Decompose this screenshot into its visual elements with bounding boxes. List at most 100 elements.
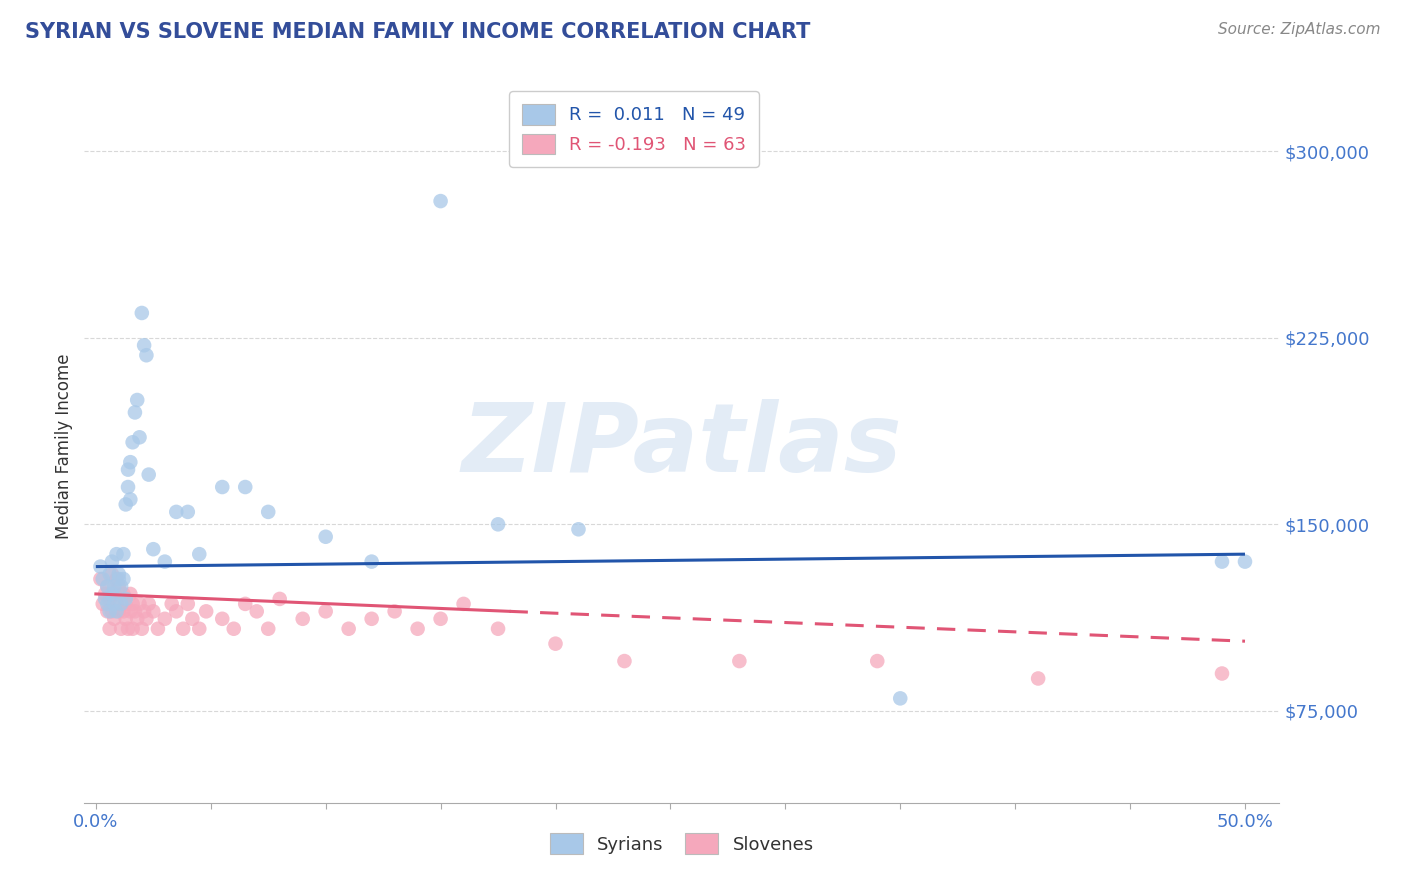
Point bbox=[233, 597, 256, 611]
Point bbox=[101, 555, 124, 569]
Point bbox=[211, 612, 233, 626]
Point bbox=[222, 622, 245, 636]
Point bbox=[120, 604, 142, 618]
Point bbox=[181, 612, 204, 626]
Point bbox=[138, 467, 160, 482]
Point bbox=[96, 597, 118, 611]
Point bbox=[195, 604, 218, 618]
Point bbox=[91, 572, 114, 586]
Point bbox=[153, 555, 176, 569]
Point bbox=[337, 622, 360, 636]
Y-axis label: Median Family Income: Median Family Income bbox=[55, 353, 73, 539]
Point bbox=[429, 612, 451, 626]
Point bbox=[544, 637, 567, 651]
Point bbox=[188, 622, 211, 636]
Text: Source: ZipAtlas.com: Source: ZipAtlas.com bbox=[1218, 22, 1381, 37]
Point bbox=[117, 462, 139, 476]
Point bbox=[94, 587, 117, 601]
Point bbox=[177, 597, 200, 611]
Point bbox=[613, 654, 636, 668]
Text: SYRIAN VS SLOVENE MEDIAN FAMILY INCOME CORRELATION CHART: SYRIAN VS SLOVENE MEDIAN FAMILY INCOME C… bbox=[25, 22, 811, 42]
Point bbox=[101, 604, 124, 618]
Legend: Syrians, Slovenes: Syrians, Slovenes bbox=[540, 822, 824, 865]
Point bbox=[124, 405, 146, 419]
Point bbox=[142, 542, 165, 557]
Point bbox=[142, 604, 165, 618]
Point bbox=[135, 348, 157, 362]
Point bbox=[233, 480, 256, 494]
Point bbox=[103, 612, 125, 626]
Point bbox=[269, 591, 291, 606]
Point bbox=[96, 604, 118, 618]
Point bbox=[177, 505, 200, 519]
Point bbox=[486, 517, 509, 532]
Point bbox=[291, 612, 314, 626]
Point bbox=[105, 547, 128, 561]
Point bbox=[889, 691, 911, 706]
Point bbox=[89, 559, 111, 574]
Point bbox=[211, 480, 233, 494]
Point bbox=[91, 597, 114, 611]
Point bbox=[105, 597, 128, 611]
Point bbox=[110, 622, 132, 636]
Point bbox=[108, 572, 131, 586]
Point bbox=[103, 587, 125, 601]
Point bbox=[114, 498, 136, 512]
Point bbox=[101, 567, 124, 582]
Point bbox=[105, 604, 128, 618]
Point bbox=[1233, 555, 1256, 569]
Point bbox=[172, 622, 194, 636]
Point bbox=[138, 597, 160, 611]
Point bbox=[135, 612, 157, 626]
Point bbox=[127, 612, 149, 626]
Point bbox=[429, 194, 451, 208]
Point bbox=[128, 597, 150, 611]
Point bbox=[103, 597, 125, 611]
Point bbox=[315, 604, 337, 618]
Point bbox=[120, 492, 142, 507]
Point bbox=[360, 555, 382, 569]
Point bbox=[486, 622, 509, 636]
Point bbox=[117, 480, 139, 494]
Point bbox=[108, 604, 131, 618]
Point bbox=[131, 622, 153, 636]
Point bbox=[1211, 666, 1233, 681]
Point bbox=[132, 338, 156, 352]
Point bbox=[257, 622, 280, 636]
Point bbox=[114, 597, 136, 611]
Point bbox=[160, 597, 183, 611]
Point bbox=[112, 604, 135, 618]
Point bbox=[112, 547, 135, 561]
Point bbox=[246, 604, 269, 618]
Point bbox=[384, 604, 406, 618]
Point bbox=[128, 430, 150, 444]
Point bbox=[117, 622, 139, 636]
Point bbox=[121, 435, 143, 450]
Point bbox=[101, 587, 124, 601]
Point bbox=[257, 505, 280, 519]
Point bbox=[188, 547, 211, 561]
Point bbox=[866, 654, 889, 668]
Point bbox=[567, 522, 589, 536]
Point bbox=[89, 572, 111, 586]
Point bbox=[98, 622, 121, 636]
Point bbox=[165, 604, 187, 618]
Text: ZIPatlas: ZIPatlas bbox=[461, 400, 903, 492]
Point bbox=[96, 579, 118, 593]
Point bbox=[121, 622, 143, 636]
Point bbox=[406, 622, 429, 636]
Point bbox=[728, 654, 751, 668]
Point bbox=[112, 572, 135, 586]
Point bbox=[105, 572, 128, 586]
Point bbox=[112, 587, 135, 601]
Point bbox=[360, 612, 382, 626]
Point bbox=[146, 622, 169, 636]
Point bbox=[127, 392, 149, 407]
Point bbox=[124, 604, 146, 618]
Point bbox=[132, 604, 156, 618]
Point bbox=[108, 567, 131, 582]
Point bbox=[120, 455, 142, 469]
Point bbox=[131, 306, 153, 320]
Point bbox=[98, 591, 121, 606]
Point bbox=[114, 591, 136, 606]
